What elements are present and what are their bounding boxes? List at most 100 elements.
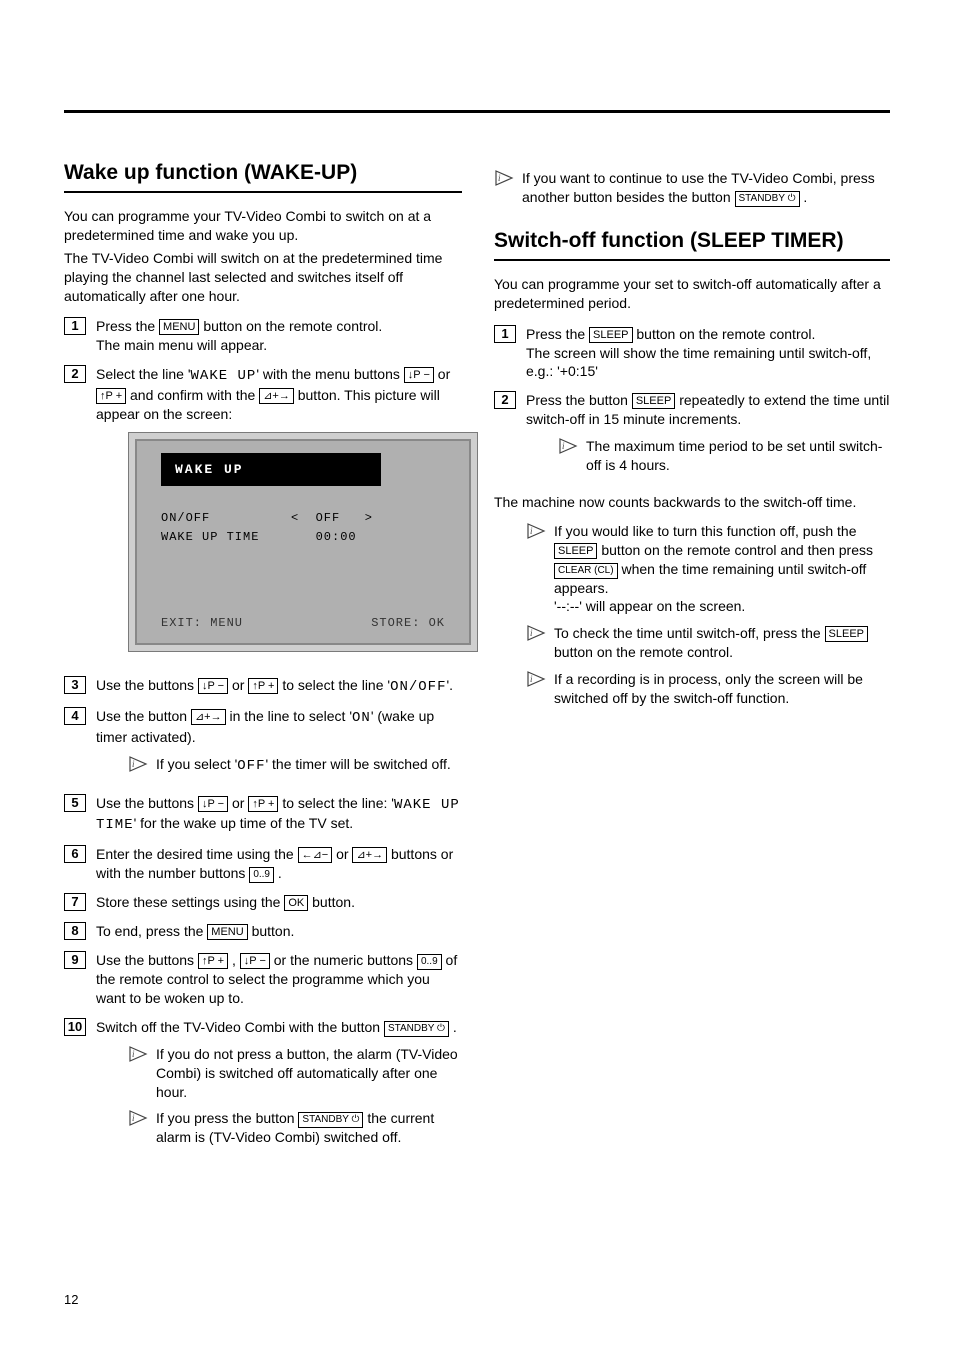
or-text: or bbox=[232, 795, 244, 811]
p-up-button-label: ↑P + bbox=[248, 796, 278, 812]
step-number: 1 bbox=[64, 317, 86, 335]
step4-text-a: Use the button bbox=[96, 708, 187, 724]
step5-text-b: to select the line: ' bbox=[282, 795, 394, 811]
tip-icon: i bbox=[128, 1045, 148, 1063]
step2-text-a: Select the line ' bbox=[96, 366, 191, 382]
sleep-button-label: SLEEP bbox=[632, 393, 675, 409]
tip-icon: i bbox=[558, 437, 578, 455]
note-mid1-text-b: button on the remote control and then pr… bbox=[601, 542, 873, 558]
step3-text-c: '. bbox=[446, 677, 453, 693]
step-number: 8 bbox=[64, 922, 86, 940]
step9-text-c: or the numeric buttons bbox=[274, 952, 413, 968]
step4-text-b: in the line to select ' bbox=[229, 708, 352, 724]
numeric-button-label: 0..9 bbox=[249, 867, 274, 883]
sleep-button-label: SLEEP bbox=[825, 626, 868, 642]
r-step1-text-a: Press the bbox=[526, 326, 585, 342]
tip-icon: i bbox=[128, 755, 148, 773]
step7-text-b: button. bbox=[312, 894, 355, 910]
note-top-text-b: . bbox=[803, 189, 807, 205]
r-step1-text-c: The screen will show the time remaining … bbox=[526, 345, 871, 380]
p-up-button-label: ↑P + bbox=[248, 678, 278, 694]
menu-button-label: MENU bbox=[159, 319, 199, 335]
tip-icon: i bbox=[526, 522, 546, 540]
step-number: 7 bbox=[64, 893, 86, 911]
step6-text-b: or bbox=[336, 846, 348, 862]
ok-button-label: OK bbox=[284, 895, 308, 911]
step1-text-a: Press the bbox=[96, 318, 155, 334]
wake-up-screen: WAKE UP ON/OFF < OFF > WAKE UP TIME 00:0… bbox=[128, 432, 478, 652]
sleep-button-label: SLEEP bbox=[554, 543, 597, 559]
or-text: or bbox=[232, 677, 244, 693]
step-number: 5 bbox=[64, 794, 86, 812]
note-mid2-text-a: To check the time until switch-off, pres… bbox=[554, 625, 821, 641]
step7-text-a: Store these settings using the bbox=[96, 894, 280, 910]
step-number: 4 bbox=[64, 707, 86, 725]
page-number: 12 bbox=[64, 1292, 78, 1307]
note-mid1-text-a: If you would like to turn this function … bbox=[554, 523, 856, 539]
right-arrow-button-label: ⊿+→ bbox=[259, 388, 294, 404]
tip-icon: i bbox=[526, 624, 546, 642]
screen-row1-right: < OFF > bbox=[291, 510, 411, 526]
step10-text-b: . bbox=[453, 1019, 457, 1035]
right-arrow-button-label: ⊿+→ bbox=[352, 847, 387, 863]
left-arrow-button-label: ←⊿− bbox=[298, 847, 333, 863]
svg-text:i: i bbox=[530, 628, 533, 638]
mid-text: The machine now counts backwards to the … bbox=[494, 493, 890, 512]
heading-sleep-timer: Switch-off function (SLEEP TIMER) bbox=[494, 229, 890, 261]
step2-text-b: ' with the menu buttons bbox=[256, 366, 400, 382]
step10-text-a: Switch off the TV-Video Combi with the b… bbox=[96, 1019, 380, 1035]
step2-text-c: and confirm with the bbox=[130, 387, 255, 403]
note10b-text-a: If you press the button bbox=[156, 1110, 295, 1126]
p-up-button-label: ↑P + bbox=[96, 388, 126, 404]
note-mid3-text: If a recording is in process, only the s… bbox=[554, 670, 890, 708]
step9-text-a: Use the buttons bbox=[96, 952, 194, 968]
r-step2-text-a: Press the button bbox=[526, 392, 628, 408]
note4-text-a: If you select ' bbox=[156, 756, 237, 772]
step8-text-a: To end, press the bbox=[96, 923, 203, 939]
step8-text-b: button. bbox=[252, 923, 295, 939]
step-number: 2 bbox=[494, 391, 516, 409]
p-down-button-label: ↓P − bbox=[198, 678, 228, 694]
note10a-text: If you do not press a button, the alarm … bbox=[156, 1045, 462, 1102]
sleep-button-label: SLEEP bbox=[589, 327, 632, 343]
svg-text:i: i bbox=[132, 1049, 135, 1059]
step3-text-a: Use the buttons bbox=[96, 677, 194, 693]
standby-button-label: STANDBY ⏻ bbox=[298, 1112, 363, 1128]
p-down-button-label: ↓P − bbox=[240, 953, 270, 969]
svg-text:i: i bbox=[530, 674, 533, 684]
numeric-button-label: 0..9 bbox=[417, 954, 442, 970]
tip-icon: i bbox=[526, 670, 546, 688]
note-mid1-text-d: '--:--' will appear on the screen. bbox=[554, 598, 745, 614]
screen-row2-right: 00:00 bbox=[291, 529, 411, 545]
step5-text-c: ' for the wake up time of the TV set. bbox=[134, 815, 354, 831]
screen-store: STORE: OK bbox=[371, 615, 445, 631]
p-down-button-label: ↓P − bbox=[198, 796, 228, 812]
onoff-mono: ON/OFF bbox=[390, 679, 446, 695]
standby-button-label: STANDBY ⏻ bbox=[384, 1021, 449, 1037]
svg-text:i: i bbox=[498, 173, 501, 183]
step-number: 6 bbox=[64, 845, 86, 863]
step-number: 10 bbox=[64, 1018, 86, 1036]
note4-text-b: ' the timer will be switched off. bbox=[265, 756, 450, 772]
note2-text: The maximum time period to be set until … bbox=[586, 437, 890, 475]
intro-p2: The TV-Video Combi will switch on at the… bbox=[64, 249, 462, 306]
step-number: 1 bbox=[494, 325, 516, 343]
on-mono: ON bbox=[352, 710, 371, 726]
sleep-intro: You can programme your set to switch-off… bbox=[494, 275, 890, 313]
right-arrow-button-label: ⊿+→ bbox=[191, 709, 226, 725]
svg-text:i: i bbox=[132, 759, 135, 769]
heading-wake-up: Wake up function (WAKE-UP) bbox=[64, 161, 462, 193]
tip-icon: i bbox=[494, 169, 514, 187]
step5-text-a: Use the buttons bbox=[96, 795, 194, 811]
svg-text:i: i bbox=[530, 526, 533, 536]
p-up-button-label: ↑P + bbox=[198, 953, 228, 969]
intro-p1: You can programme your TV-Video Combi to… bbox=[64, 207, 462, 245]
screen-exit: EXIT: MENU bbox=[161, 615, 243, 631]
svg-text:i: i bbox=[132, 1113, 135, 1123]
screen-row1-left: ON/OFF bbox=[161, 510, 291, 526]
or-text: or bbox=[438, 366, 450, 382]
note-mid2-text-b: button on the remote control. bbox=[554, 644, 733, 660]
step1-text-c: The main menu will appear. bbox=[96, 337, 267, 353]
step6-text-d: . bbox=[278, 865, 282, 881]
clear-button-label: CLEAR (CL) bbox=[554, 563, 618, 579]
